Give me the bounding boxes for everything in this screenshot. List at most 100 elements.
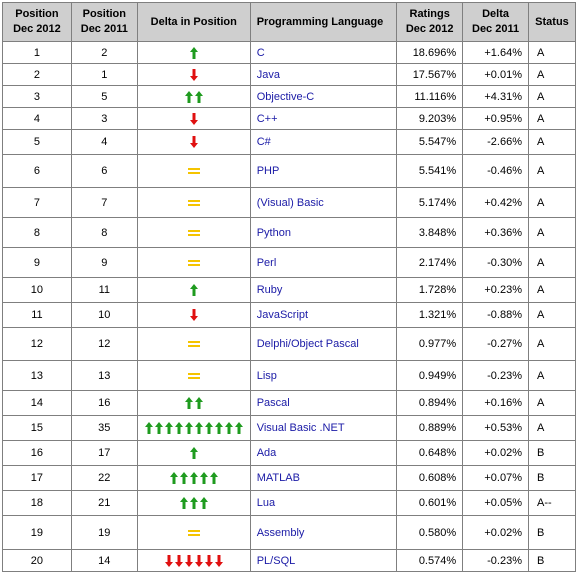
language-link[interactable]: Assembly [249, 515, 398, 550]
arrow-down-icon [189, 68, 198, 81]
language-link[interactable]: Delphi/Object Pascal [249, 327, 398, 361]
language-link[interactable]: Objective-C [249, 85, 398, 108]
equal-sign [187, 168, 200, 174]
rating-cell: 9.203% [396, 107, 464, 130]
delta-position-cell [136, 247, 251, 278]
language-link[interactable]: MATLAB [249, 465, 398, 491]
arrow-up-icon [194, 397, 203, 409]
delta-position-cell [136, 440, 251, 466]
rating-cell: 0.574% [396, 549, 464, 572]
position-2012-cell: 16 [2, 440, 72, 466]
up-arrows [189, 447, 198, 459]
language-link[interactable]: Ada [249, 440, 398, 466]
rating-cell: 11.116% [396, 85, 464, 108]
status-cell: A [527, 63, 577, 86]
arrow-up-icon [189, 497, 198, 509]
rating-cell: 0.894% [396, 390, 464, 416]
arrow-down-icon [189, 112, 198, 125]
arrow-up-icon [189, 284, 198, 296]
arrow-up-icon [194, 90, 203, 103]
position-2011-cell: 6 [70, 154, 138, 188]
language-link[interactable]: Lua [249, 490, 398, 516]
arrow-up-icon [199, 472, 208, 484]
rating-cell: 5.174% [396, 187, 464, 218]
arrow-up-icon [184, 422, 193, 434]
arrow-up-icon [179, 472, 188, 484]
arrow-up-icon [184, 397, 193, 409]
position-2012-cell: 20 [2, 549, 72, 572]
language-link[interactable]: (Visual) Basic [249, 187, 398, 218]
table-row: 5 4 C# 5.547% -2.66% A [2, 129, 577, 155]
equal-sign [187, 229, 200, 236]
status-cell: A [527, 217, 577, 248]
language-link[interactable]: Visual Basic .NET [249, 415, 398, 441]
language-link[interactable]: C++ [249, 107, 398, 130]
status-cell: B [527, 465, 577, 491]
delta-cell: +0.36% [462, 217, 529, 248]
up-arrows [189, 46, 198, 59]
delta-position-cell [136, 302, 251, 328]
status-cell: A [527, 390, 577, 416]
position-2012-cell: 15 [2, 415, 72, 441]
delta-cell: +0.05% [462, 490, 529, 516]
language-link[interactable]: Pascal [249, 390, 398, 416]
delta-position-cell [136, 360, 251, 391]
arrow-down-icon [194, 554, 203, 567]
header-status: Status [527, 2, 577, 42]
language-link[interactable]: Ruby [249, 277, 398, 303]
rating-cell: 0.648% [396, 440, 464, 466]
arrow-down-icon [189, 309, 198, 321]
arrow-up-icon [164, 422, 173, 434]
delta-position-cell [136, 154, 251, 188]
language-link[interactable]: Java [249, 63, 398, 86]
status-cell: A [527, 154, 577, 188]
language-link[interactable]: Python [249, 217, 398, 248]
language-link[interactable]: PL/SQL [249, 549, 398, 572]
position-2011-cell: 17 [70, 440, 138, 466]
delta-position-cell [136, 107, 251, 130]
equal-icon [187, 168, 200, 170]
equal-icon [187, 229, 200, 232]
language-link[interactable]: PHP [249, 154, 398, 188]
arrow-down-icon [174, 554, 183, 567]
position-2011-cell: 9 [70, 247, 138, 278]
table-row: 17 22 MATLAB 0.608% +0.07% B [2, 465, 577, 491]
rating-cell: 0.601% [396, 490, 464, 516]
language-link[interactable]: Lisp [249, 360, 398, 391]
delta-position-cell [136, 41, 251, 64]
delta-cell: +0.95% [462, 107, 529, 130]
table-row: 15 35 Visual Basic .NET 0.889% +0.53% A [2, 415, 577, 441]
language-link[interactable]: C [249, 41, 398, 64]
status-cell: A [527, 107, 577, 130]
down-arrows [189, 112, 198, 125]
arrow-down-icon [214, 554, 223, 567]
up-arrows [184, 397, 203, 409]
status-cell: A-- [527, 490, 577, 516]
equal-sign [187, 341, 200, 347]
position-2012-cell: 12 [2, 327, 72, 361]
status-cell: A [527, 41, 577, 64]
up-arrows [169, 472, 218, 484]
language-link[interactable]: JavaScript [249, 302, 398, 328]
arrow-up-icon [189, 447, 198, 459]
position-2011-cell: 12 [70, 327, 138, 361]
position-2012-cell: 18 [2, 490, 72, 516]
language-link[interactable]: C# [249, 129, 398, 155]
up-arrows [144, 422, 243, 434]
position-2011-cell: 2 [70, 41, 138, 64]
equal-icon [187, 372, 200, 375]
rating-cell: 0.608% [396, 465, 464, 491]
delta-position-cell [136, 217, 251, 248]
header-delta: Delta Dec 2011 [462, 2, 529, 42]
header-position-2012: Position Dec 2012 [2, 2, 72, 42]
status-cell: A [527, 187, 577, 218]
delta-cell: +0.02% [462, 515, 529, 550]
equal-icon [187, 172, 200, 174]
delta-cell: -0.23% [462, 360, 529, 391]
table-row: 19 19 Assembly 0.580% +0.02% B [2, 515, 577, 550]
rating-cell: 1.728% [396, 277, 464, 303]
language-link[interactable]: Perl [249, 247, 398, 278]
table-row: 2 1 Java 17.567% +0.01% A [2, 63, 577, 86]
arrow-down-icon [189, 136, 198, 148]
table-row: 14 16 Pascal 0.894% +0.16% A [2, 390, 577, 416]
